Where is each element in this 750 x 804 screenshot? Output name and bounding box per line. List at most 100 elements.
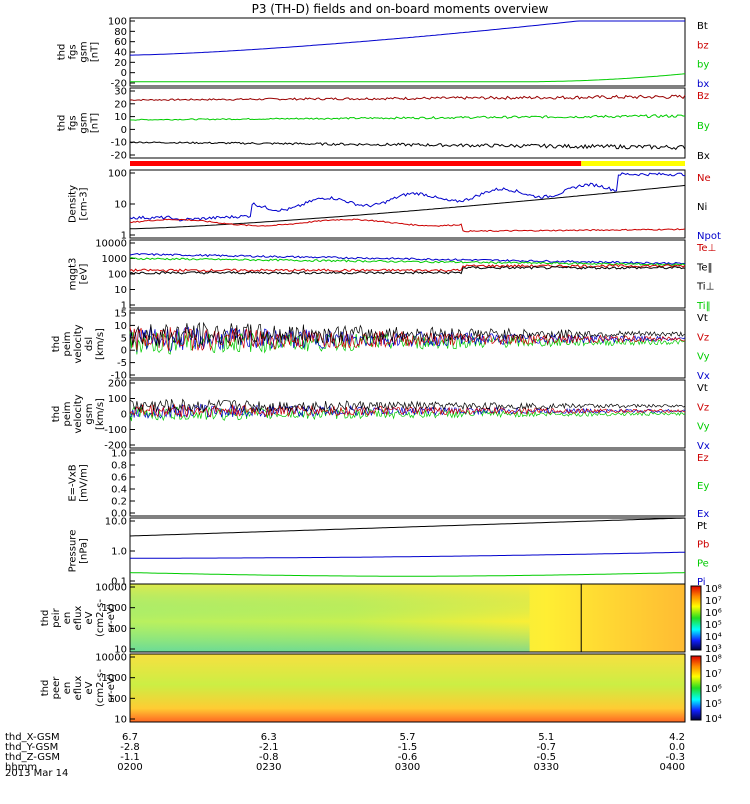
ytick-label: 10000 xyxy=(95,239,127,250)
series-v4-3 xyxy=(129,321,686,347)
panel-frame xyxy=(129,309,686,379)
ytick-label: 0.0 xyxy=(111,509,127,520)
colorbar xyxy=(690,585,702,651)
series-bt xyxy=(130,20,685,56)
ytick-label: 0.2 xyxy=(111,497,127,508)
ytick-label: 100 xyxy=(108,394,127,405)
ylabel-line: en xyxy=(62,612,73,625)
ylabel-line: velocity xyxy=(73,324,84,363)
spectrogram-ion-shade xyxy=(130,584,530,652)
ytick-label: 60 xyxy=(114,37,127,48)
ytick-label: 100 xyxy=(108,694,127,705)
panel-p7: 1.00.80.60.40.20.0 E=-VxB [mV/m] Ez Ey Ex xyxy=(68,449,710,521)
ylabel-line: sr-eV) xyxy=(106,673,117,702)
ylabel-line: thd xyxy=(51,336,62,353)
series-tipar xyxy=(129,257,686,266)
legend-bx: Bx xyxy=(697,151,710,162)
xaxis-tick-label: -0.3 xyxy=(665,752,685,763)
series-teperp xyxy=(129,264,686,273)
series-v5-2 xyxy=(129,403,686,418)
ytick-label: 0 xyxy=(121,68,127,79)
ylabel-line: [nPa] xyxy=(79,538,90,564)
ytick-label: 10000 xyxy=(95,653,127,664)
colorbar xyxy=(690,655,702,721)
legend-te⊥: Te⊥ xyxy=(696,243,716,254)
ytick-label: 20 xyxy=(114,99,127,110)
legend-by: by xyxy=(697,60,709,71)
legend-pi: Pi xyxy=(697,577,706,588)
legend-vx: Vx xyxy=(697,441,710,452)
ylabel-line: gsm xyxy=(79,112,90,133)
ytick-label: 15 xyxy=(114,309,127,320)
ytick-label: -200 xyxy=(104,441,127,452)
legend-vz: Vz xyxy=(697,332,709,343)
ylabel-line: (cm2-s- xyxy=(95,599,106,637)
xaxis-tick-label: -0.6 xyxy=(398,752,418,763)
legend-vt: Vt xyxy=(697,313,708,324)
series-bx xyxy=(129,141,686,151)
legend-bz: bz xyxy=(697,40,709,51)
ylabel-line: [nT] xyxy=(90,42,101,62)
legend-vy: Vy xyxy=(697,352,710,363)
ytick-label: 5 xyxy=(121,333,127,344)
series-npot xyxy=(129,172,686,222)
series-pi xyxy=(130,551,686,559)
ytick-label: 0.1 xyxy=(111,577,127,588)
ytick-label: 1 xyxy=(121,301,127,312)
series-v4-0 xyxy=(129,329,686,355)
ylabel-line: sr-eV) xyxy=(106,603,117,632)
ylabel: thd peim velocity gsm [km/s] xyxy=(51,394,106,433)
ylabel-line: gsm xyxy=(79,41,90,62)
xaxis-tick-label: -0.5 xyxy=(536,752,556,763)
xaxis-tick-label: -2.1 xyxy=(259,742,279,753)
colorbar-label: 10⁵ xyxy=(705,620,722,631)
ylabel-line: thd xyxy=(51,406,62,423)
ylabel-line: thd xyxy=(57,44,68,61)
series-v5-0 xyxy=(129,405,686,422)
chart-title: P3 (TH-D) fields and on-board moments ov… xyxy=(252,2,549,16)
xaxis-tick-label: 0230 xyxy=(256,762,281,773)
ylabel: thd fgs gsm [nT] xyxy=(57,112,101,133)
ylabel-line: eflux xyxy=(73,606,84,631)
legend-ez: Ez xyxy=(697,453,709,464)
series-pt xyxy=(129,517,686,537)
ylabel-line: eflux xyxy=(73,676,84,701)
ytick-label: 1000 xyxy=(102,673,127,684)
xaxis-tick-label: 6.3 xyxy=(261,732,277,743)
ylabel: mqgt3 [eV] xyxy=(68,258,90,291)
colorbar-label: 10⁸ xyxy=(705,654,722,665)
colorbar-label: 10⁷ xyxy=(705,596,722,607)
xaxis-tick-label: 0200 xyxy=(117,762,142,773)
ytick-label: -20 xyxy=(111,151,127,162)
xaxis-row-label: thd_Z-GSM xyxy=(5,752,60,763)
xaxis-row-label: hhmm xyxy=(5,762,37,773)
legend-npot: Npot xyxy=(697,231,721,242)
ytick-label: 20 xyxy=(114,58,127,69)
colorbar-label: 10⁵ xyxy=(705,699,722,710)
panel-frame xyxy=(129,449,686,517)
ytick-label: 80 xyxy=(114,27,127,38)
mode-bar-red xyxy=(130,161,582,166)
panel-p4: 10000 1000 100 10 1 mqgt3 [eV] Te⊥ Te‖ Ti⊥ Ti‖ xyxy=(68,239,717,313)
ytick-label: 0 xyxy=(121,410,127,421)
colorbar-label: 10⁴ xyxy=(705,632,722,643)
ytick-label: 10000 xyxy=(95,583,127,594)
series-ne xyxy=(129,218,686,233)
legend-te‖: Te‖ xyxy=(696,262,713,273)
legend-pb: Pb xyxy=(697,540,709,551)
ytick-label: 100 xyxy=(108,270,127,281)
ylabel-line: Pressure xyxy=(68,530,79,573)
ytick-label: 10 xyxy=(114,285,127,296)
ylabel-line: [cm-3] xyxy=(79,187,90,220)
ylabel-line: (cm2-s- xyxy=(95,669,106,707)
panel-frame xyxy=(129,87,686,159)
xaxis-tick-label: -1.1 xyxy=(120,752,140,763)
ylabel-line: eV xyxy=(84,681,95,694)
ylabel-line: fgs xyxy=(68,44,79,59)
ytick-label: -5 xyxy=(117,358,127,369)
ytick-label: 10 xyxy=(114,321,127,332)
ylabel-line: [km/s] xyxy=(95,328,106,360)
